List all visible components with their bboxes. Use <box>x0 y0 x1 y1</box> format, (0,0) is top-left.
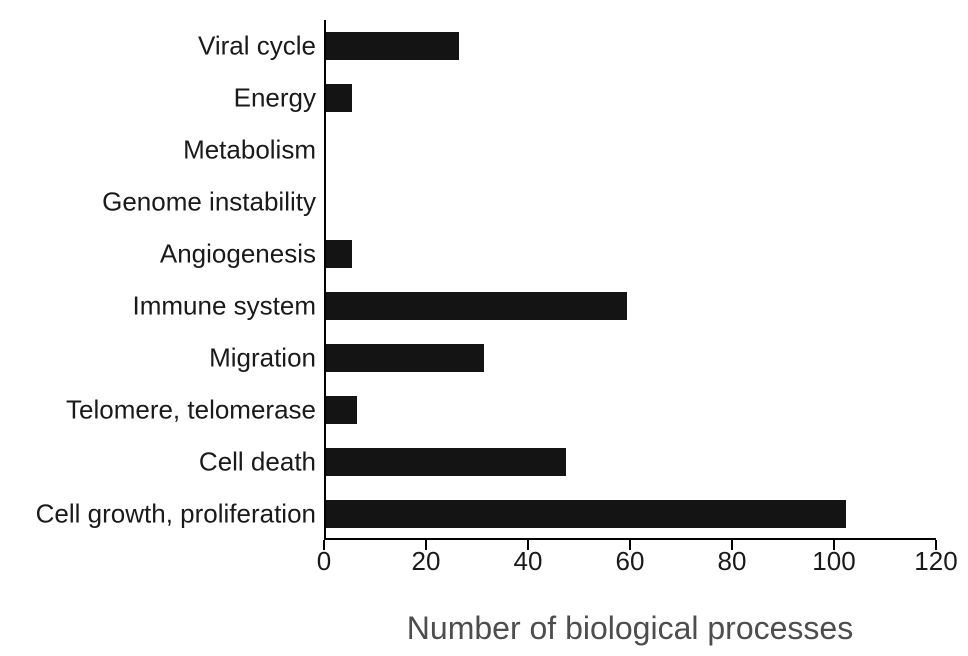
bar <box>326 240 352 269</box>
y-tick-label: Cell growth, proliferation <box>36 499 324 530</box>
x-tick-label: 0 <box>317 540 331 577</box>
y-tick-label: Metabolism <box>183 135 324 166</box>
plot-area: 020406080100120Viral cycleEnergyMetaboli… <box>324 20 936 540</box>
x-tick-label: 120 <box>914 540 957 577</box>
y-tick-label: Genome instability <box>102 187 324 218</box>
y-tick-label: Immune system <box>133 291 325 322</box>
x-tick-label: 100 <box>812 540 855 577</box>
bar <box>326 32 459 61</box>
x-tick-label: 60 <box>616 540 645 577</box>
y-tick-label: Energy <box>234 83 324 114</box>
x-tick-label: 80 <box>718 540 747 577</box>
y-tick-label: Viral cycle <box>198 31 324 62</box>
bar <box>326 448 566 477</box>
y-tick-label: Cell death <box>199 447 324 478</box>
bar <box>326 396 357 425</box>
bar <box>326 500 846 529</box>
bar-chart: 0 20 40 60 80 100 120 Viral cycle Energy Metaboli… <box>0 0 968 656</box>
bar <box>326 84 352 113</box>
y-tick-label: Migration <box>209 343 324 374</box>
bar <box>326 292 627 321</box>
y-tick-label: Angiogenesis <box>160 239 324 270</box>
x-axis-title: Number of biological processes <box>324 610 936 647</box>
y-tick-label: Telomere, telomerase <box>66 395 324 426</box>
x-tick-label: 40 <box>514 540 543 577</box>
x-tick-label: 20 <box>412 540 441 577</box>
bar <box>326 344 484 373</box>
